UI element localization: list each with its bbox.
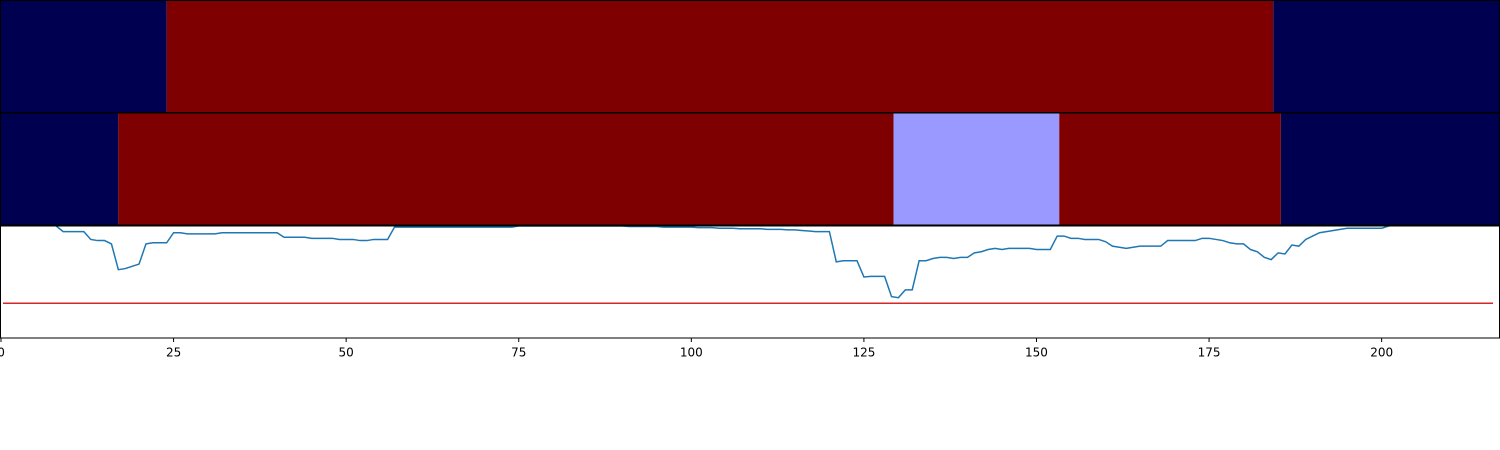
panel-frame bbox=[0, 225, 1500, 339]
band-segment bbox=[1, 113, 119, 225]
band-segment bbox=[1280, 113, 1499, 225]
x-tick-label: 75 bbox=[511, 346, 526, 360]
x-tick-label: 0 bbox=[0, 346, 5, 360]
x-tick-label: 100 bbox=[680, 346, 703, 360]
x-tick-label: 175 bbox=[1198, 346, 1221, 360]
band-segment bbox=[1, 1, 167, 112]
x-tick-label: 125 bbox=[852, 346, 875, 360]
x-tick-label: 25 bbox=[166, 346, 181, 360]
x-tick-label: 50 bbox=[339, 346, 354, 360]
data-line bbox=[54, 226, 1394, 299]
x-tick-label: 200 bbox=[1370, 346, 1393, 360]
band-segment bbox=[1273, 1, 1499, 112]
band-segment bbox=[118, 113, 894, 225]
x-tick-label: 150 bbox=[1025, 346, 1048, 360]
band-segment bbox=[1059, 113, 1281, 225]
plot-area bbox=[3, 226, 1493, 305]
band-segment bbox=[893, 113, 1060, 225]
band-segment bbox=[166, 1, 1274, 112]
